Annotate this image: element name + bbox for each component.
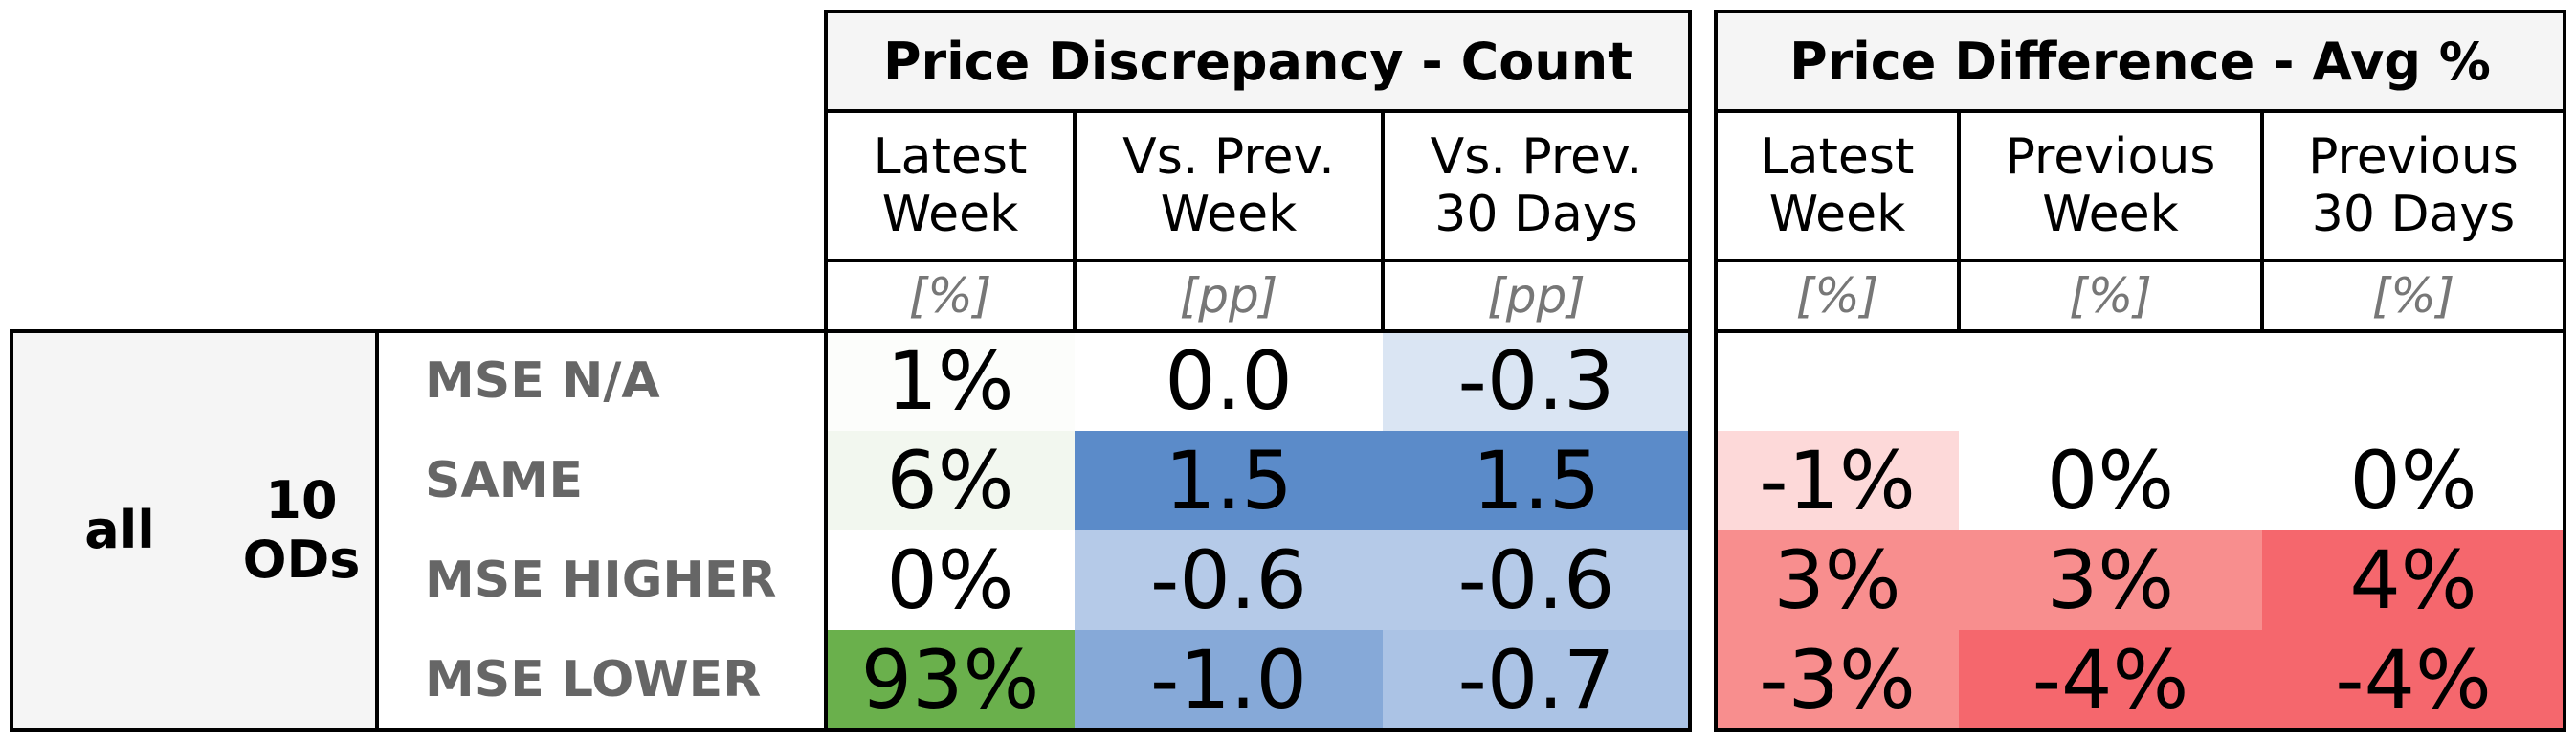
grid-line	[10, 329, 828, 333]
column-header: Vs. Prev. Week	[1122, 128, 1335, 243]
data-cell	[1959, 331, 2262, 431]
grid-line	[1957, 109, 1961, 331]
data-cell: 4%	[2262, 530, 2565, 630]
data-cell: 6%	[826, 431, 1075, 530]
grid-line	[2260, 109, 2264, 331]
data-cell: -1%	[1716, 431, 1959, 530]
data-cell: -3%	[1716, 630, 1959, 730]
column-header: Latest Week	[873, 128, 1028, 243]
data-cell: -0.7	[1383, 630, 1690, 730]
grid-line	[1714, 259, 2566, 262]
row-label: MSE HIGHER	[425, 552, 777, 609]
data-cell: -0.3	[1383, 331, 1690, 431]
grid-line	[824, 109, 1692, 113]
column-header: Previous 30 Days	[2308, 128, 2519, 243]
data-cell: -4%	[2262, 630, 2565, 730]
grid-line	[1714, 10, 2566, 13]
grid-line	[1381, 109, 1385, 331]
column-header: Latest Week	[1760, 128, 1915, 243]
column-unit: [pp]	[1487, 268, 1586, 324]
grid-line	[10, 329, 13, 732]
row-group-background	[11, 331, 377, 730]
data-cell: 0%	[2262, 431, 2565, 530]
data-cell: -4%	[1959, 630, 2262, 730]
column-header: Vs. Prev. 30 Days	[1430, 128, 1643, 243]
grid-line	[1714, 109, 2566, 113]
data-cell: 3%	[1716, 530, 1959, 630]
data-cell: 3%	[1959, 530, 2262, 630]
data-cell	[1716, 331, 1959, 431]
data-cell: 0.0	[1075, 331, 1383, 431]
column-unit: [pp]	[1179, 268, 1278, 324]
column-unit: [%]	[908, 268, 992, 324]
grid-line	[2563, 10, 2566, 732]
data-cell: 93%	[826, 630, 1075, 730]
grid-line	[824, 259, 1692, 262]
column-unit: [%]	[2069, 268, 2152, 324]
data-cell	[2262, 331, 2565, 431]
data-cell: 0%	[1959, 431, 2262, 530]
row-group-inner-label: 10 ODs	[242, 470, 361, 590]
column-header: Previous Week	[2005, 128, 2216, 243]
group-title: Price Discrepancy - Count	[826, 11, 1690, 111]
row-label: MSE N/A	[425, 352, 660, 410]
row-group-outer-label: all	[84, 500, 155, 560]
grid-line	[1714, 728, 2566, 732]
grid-line	[824, 10, 828, 732]
grid-line	[10, 728, 828, 732]
row-label: MSE LOWER	[425, 651, 762, 709]
grid-line	[1073, 109, 1077, 331]
grid-line	[1714, 329, 2566, 333]
grid-line	[824, 329, 1692, 333]
grid-line	[824, 10, 1692, 13]
grid-line	[1714, 10, 1718, 732]
data-cell: 1%	[826, 331, 1075, 431]
data-cell: -0.6	[1383, 530, 1690, 630]
row-label: SAME	[425, 452, 583, 509]
column-unit: [%]	[1795, 268, 1879, 324]
data-cell: 0%	[826, 530, 1075, 630]
group-title: Price Difference - Avg %	[1716, 11, 2565, 111]
grid-line	[1688, 10, 1692, 732]
grid-line	[375, 329, 379, 732]
data-cell: -1.0	[1075, 630, 1383, 730]
data-cell: 1.5	[1075, 431, 1383, 530]
grid-line	[824, 728, 1692, 732]
data-cell: 1.5	[1383, 431, 1690, 530]
column-unit: [%]	[2371, 268, 2455, 324]
data-cell: -0.6	[1075, 530, 1383, 630]
